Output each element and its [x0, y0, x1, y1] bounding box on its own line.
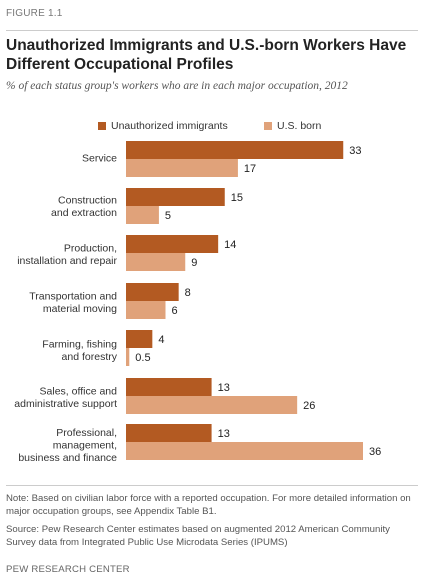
category-label: administrative support [14, 398, 117, 410]
bottom-divider [6, 485, 418, 486]
category-label: and extraction [51, 207, 117, 219]
bar-unauthorized [126, 283, 179, 301]
category-label: Construction [58, 194, 117, 206]
category-label: Transportation and [29, 290, 117, 302]
value-label-unauthorized: 33 [349, 145, 361, 157]
bar-unauthorized [126, 378, 212, 396]
bar-us-born [126, 348, 130, 366]
legend-label-unauthorized: Unauthorized immigrants [111, 120, 228, 132]
legend-swatch-us-born [264, 122, 272, 130]
category-label: Production, [64, 242, 117, 254]
category-label: and forestry [62, 351, 118, 363]
bar-unauthorized [126, 188, 225, 206]
top-divider [6, 30, 418, 31]
chart-title: Unauthorized Immigrants and U.S.-born Wo… [6, 37, 407, 73]
bar-us-born [126, 159, 238, 177]
bar-us-born [126, 396, 298, 414]
value-label-us-born: 26 [303, 400, 315, 412]
category-label: Farming, fishing [42, 338, 117, 350]
value-label-us-born: 9 [191, 257, 197, 269]
bar-unauthorized [126, 330, 153, 348]
value-label-unauthorized: 4 [158, 334, 164, 346]
bar-us-born [126, 442, 363, 460]
category-label: Sales, office and [40, 385, 118, 397]
bar-us-born [126, 206, 159, 224]
category-label: installation and repair [17, 255, 117, 267]
value-label-us-born: 0.5 [135, 352, 150, 364]
value-label-unauthorized: 13 [218, 428, 230, 440]
chart-note: Note: Based on civilian labor force with… [6, 493, 411, 517]
figure-label: FIGURE 1.1 [6, 8, 63, 19]
legend-item-unauthorized: Unauthorized immigrants [98, 120, 228, 132]
bar-us-born [126, 253, 186, 271]
bar-us-born [126, 301, 166, 319]
category-label: material moving [43, 303, 117, 315]
bar-unauthorized [126, 141, 344, 159]
value-label-unauthorized: 13 [218, 382, 230, 394]
category-label: management, [53, 440, 117, 452]
bar-unauthorized [126, 424, 212, 442]
value-label-unauthorized: 15 [231, 192, 243, 204]
chart-legend: Unauthorized immigrants U.S. born [0, 120, 424, 134]
value-label-us-born: 5 [165, 210, 171, 222]
legend-swatch-unauthorized [98, 122, 106, 130]
credit-line: PEW RESEARCH CENTER [6, 564, 130, 575]
legend-item-us-born: U.S. born [264, 120, 321, 132]
value-label-unauthorized: 8 [185, 287, 191, 299]
chart-source: Source: Pew Research Center estimates ba… [6, 524, 390, 548]
value-label-us-born: 17 [244, 163, 256, 175]
category-label: Professional, [56, 427, 117, 439]
category-label: business and finance [18, 452, 117, 464]
legend-label-us-born: U.S. born [277, 120, 322, 132]
category-label: Service [82, 153, 117, 165]
bar-unauthorized [126, 235, 219, 253]
value-label-unauthorized: 14 [224, 239, 236, 251]
value-label-us-born: 6 [172, 305, 178, 317]
value-label-us-born: 36 [369, 446, 381, 458]
chart-subtitle: % of each status group's workers who are… [6, 80, 348, 92]
